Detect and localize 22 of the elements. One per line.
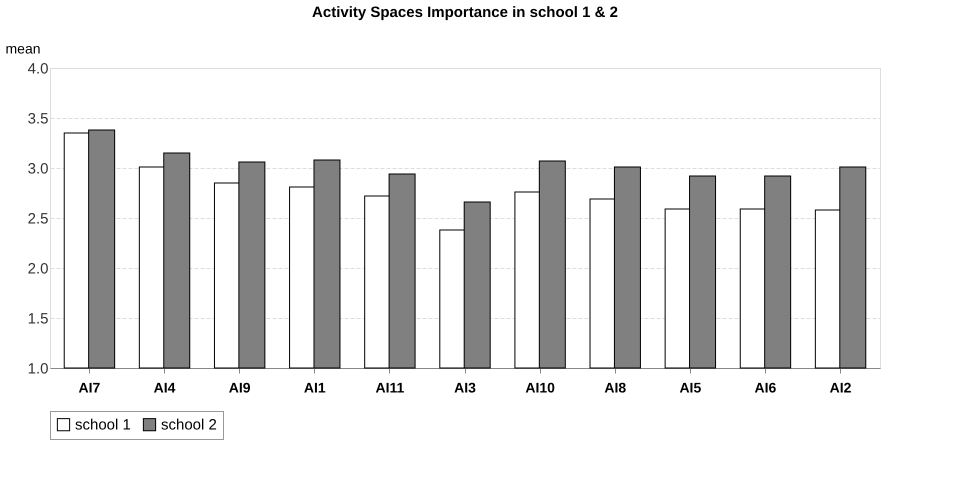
y-tick-label: 2.5 [28,210,48,228]
x-tick-label: AI1 [304,380,326,396]
x-tick-label: AI5 [679,380,702,396]
y-tick-label: 1.0 [28,360,48,378]
y-tick-label: 3.5 [28,110,48,128]
y-tick-label: 1.5 [28,310,48,328]
legend-label: school 2 [161,416,217,434]
chart-title: Activity Spaces Importance in school 1 & 2 [312,4,618,21]
x-tick-label: AI10 [525,380,556,396]
y-tick-label: 2.0 [28,260,48,278]
x-tick-label: AI8 [604,380,626,396]
x-tick-label: AI7 [78,380,101,396]
x-tick-label: AI2 [830,380,852,396]
y-tick-label: 3.0 [28,160,48,178]
x-tick-label: AI11 [375,380,404,396]
x-tick-label: AI3 [454,380,476,396]
y-tick-label: 4.0 [28,60,48,78]
x-tick-label: AI9 [228,380,251,396]
x-tick-label: AI4 [154,380,176,396]
x-tick-label: AI6 [754,380,777,396]
legend-label: school 1 [75,416,131,434]
y-axis-title: mean [6,40,41,56]
